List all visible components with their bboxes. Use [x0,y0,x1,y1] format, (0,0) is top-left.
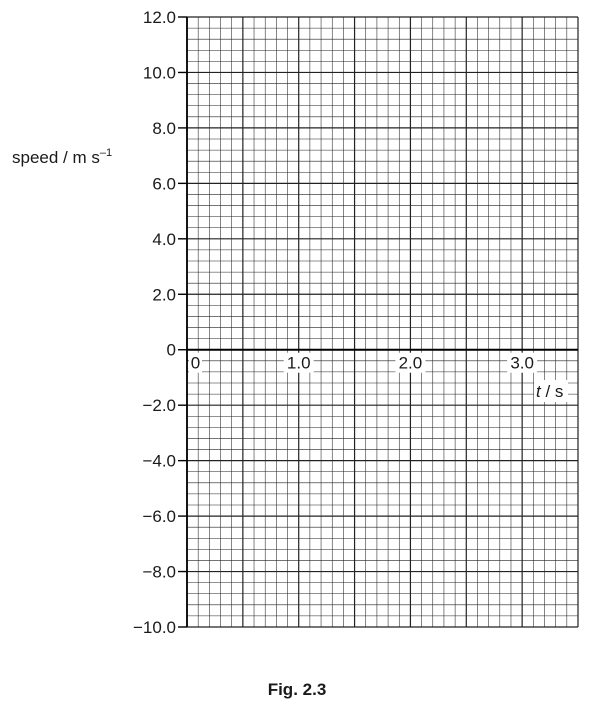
y-tick-label: 4.0 [152,230,176,249]
x-tick-label-bg [395,352,426,373]
y-tick-label: 12.0 [143,8,176,27]
y-tick-label: −2.0 [142,396,176,415]
x-tick-label: 3.0 [510,354,534,373]
figure-caption: Fig. 2.3 [267,680,327,699]
x-axis-ticks: 0 1.0 2.0 3.0 [189,352,538,373]
y-axis-ticks: 12.0 10.0 8.0 6.0 4.0 2.0 0 −2.0 −4.0 −6.0 −8.0 −10… [133,8,187,637]
y-tick-label: −8.0 [142,563,176,582]
minor-grid [187,17,578,627]
x-tick-label-bg [283,352,314,373]
y-tick-label: 10.0 [143,63,176,82]
y-tick-label: 8.0 [152,119,176,138]
y-tick-label: −10.0 [133,618,176,637]
y-axis-title: speed / m s–1 [12,147,112,167]
axes [186,17,578,627]
x-axis-title: t / s [534,380,568,402]
y-tick-label: 0 [167,341,176,360]
major-grid [186,16,579,628]
x-tick-label: 1.0 [287,354,311,373]
y-tick-label: −6.0 [142,507,176,526]
x-tick-label-bg [507,352,538,373]
y-tick-label: 2.0 [152,285,176,304]
svg-text:t / s: t / s [536,382,563,401]
y-tick-label: 6.0 [152,174,176,193]
x-tick-label: 2.0 [399,354,423,373]
x-tick-label-bg [189,352,202,373]
x-tick-label: 0 [191,354,200,373]
y-tick-label: −4.0 [142,452,176,471]
